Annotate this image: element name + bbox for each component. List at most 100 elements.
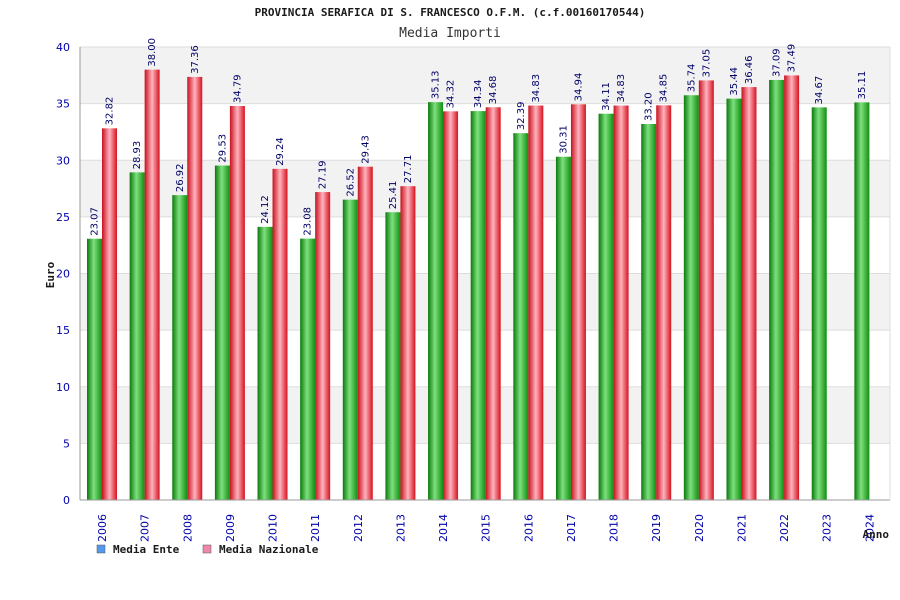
x-tick-label-2012: 2012 xyxy=(352,514,365,542)
chart-title: PROVINCIA SERAFICA DI S. FRANCESCO O.F.M… xyxy=(255,6,646,19)
bar-media-ente-2021 xyxy=(726,98,742,500)
bar-media-ente-2009 xyxy=(214,165,230,500)
x-tick-label-2018: 2018 xyxy=(608,514,621,542)
bar-media-nazionale-2017 xyxy=(570,104,586,500)
data-label-media-ente-2024: 35.11 xyxy=(857,71,868,100)
data-label-media-ente-2013: 25.41 xyxy=(388,181,399,210)
y-tick-label: 5 xyxy=(63,437,70,450)
bar-media-ente-2020 xyxy=(683,95,699,500)
bar-media-ente-2022 xyxy=(769,79,785,500)
data-label-media-nazionale-2018: 34.83 xyxy=(616,74,627,103)
data-label-media-ente-2018: 34.11 xyxy=(601,82,612,111)
y-tick-label: 0 xyxy=(63,494,70,507)
bar-media-nazionale-2014 xyxy=(443,111,459,501)
y-tick-label: 35 xyxy=(56,98,70,111)
legend: Media Ente Media Nazionale xyxy=(96,543,319,556)
bar-media-nazionale-2022 xyxy=(784,75,800,500)
x-tick-label-2006: 2006 xyxy=(96,514,109,542)
y-tick-label: 20 xyxy=(56,268,70,281)
x-tick-label-2007: 2007 xyxy=(139,514,152,542)
y-axis-label: Euro xyxy=(44,261,57,288)
data-label-media-nazionale-2008: 37.36 xyxy=(190,45,201,74)
data-label-media-nazionale-2017: 34.94 xyxy=(573,73,584,102)
y-tick-label: 25 xyxy=(56,211,70,224)
bar-media-nazionale-2011 xyxy=(315,192,331,501)
bar-media-ente-2019 xyxy=(641,124,657,500)
bar-media-nazionale-2016 xyxy=(528,105,544,501)
data-label-media-nazionale-2013: 27.71 xyxy=(403,155,414,184)
bar-media-ente-2024 xyxy=(854,102,870,501)
bar-media-ente-2018 xyxy=(598,113,614,500)
x-tick-label-2013: 2013 xyxy=(394,514,407,542)
data-label-media-ente-2023: 34.67 xyxy=(814,76,825,105)
legend-swatch-media-nazionale xyxy=(202,544,212,554)
bar-media-ente-2007 xyxy=(129,172,145,501)
y-tick-label: 30 xyxy=(56,154,70,167)
data-label-media-ente-2021: 35.44 xyxy=(729,67,740,96)
bar-media-ente-2017 xyxy=(555,156,571,500)
data-labels-group: 23.07 32.82 28.93 38.00 26.92 37.36 29.53 34.79… xyxy=(90,38,868,236)
data-label-media-ente-2012: 26.52 xyxy=(345,168,356,197)
bar-media-ente-2014 xyxy=(428,102,444,501)
data-label-media-nazionale-2014: 34.32 xyxy=(446,80,457,109)
x-tick-label-2022: 2022 xyxy=(778,514,791,542)
data-label-media-nazionale-2006: 32.82 xyxy=(105,97,116,126)
bar-media-nazionale-2019 xyxy=(656,105,672,500)
data-label-media-ente-2008: 26.92 xyxy=(175,163,186,192)
legend-label-media-nazionale: Media Nazionale xyxy=(219,543,319,556)
data-label-media-ente-2011: 23.08 xyxy=(303,207,314,236)
data-label-media-nazionale-2011: 27.19 xyxy=(318,160,329,189)
y-tick-label: 10 xyxy=(56,381,70,394)
data-label-media-ente-2009: 29.53 xyxy=(217,134,228,163)
bar-media-nazionale-2013 xyxy=(400,186,416,500)
chart-subtitle: Media Importi xyxy=(399,26,501,41)
bar-media-ente-2023 xyxy=(811,107,827,501)
x-tick-label-2023: 2023 xyxy=(821,514,834,542)
data-label-media-nazionale-2021: 36.46 xyxy=(744,55,755,84)
bar-media-ente-2008 xyxy=(172,195,188,501)
bar-media-nazionale-2006 xyxy=(102,128,117,500)
x-tick-label-2009: 2009 xyxy=(224,514,237,542)
x-tick-label-2019: 2019 xyxy=(650,514,663,542)
bar-media-nazionale-2021 xyxy=(741,87,757,500)
data-label-media-nazionale-2020: 37.05 xyxy=(701,49,712,78)
y-tick-label: 15 xyxy=(56,324,70,337)
data-label-media-nazionale-2007: 38.00 xyxy=(147,38,158,67)
data-label-media-nazionale-2010: 29.24 xyxy=(275,137,286,166)
bar-media-ente-2012 xyxy=(342,199,358,500)
x-tick-label-2021: 2021 xyxy=(735,514,748,542)
x-axis-label: Anno xyxy=(863,528,890,541)
bar-media-nazionale-2009 xyxy=(229,106,245,501)
data-label-media-ente-2022: 37.09 xyxy=(772,48,783,77)
data-label-media-nazionale-2015: 34.68 xyxy=(488,76,499,105)
data-label-media-ente-2020: 35.74 xyxy=(686,64,697,93)
x-tick-label-2016: 2016 xyxy=(522,514,535,542)
data-label-media-ente-2019: 33.20 xyxy=(644,92,655,121)
bar-media-nazionale-2007 xyxy=(144,69,160,501)
bar-media-ente-2010 xyxy=(257,226,273,500)
bar-media-ente-2015 xyxy=(470,111,486,501)
x-tick-label-2008: 2008 xyxy=(181,514,194,542)
bar-media-nazionale-2012 xyxy=(357,166,373,500)
y-tick-label: 40 xyxy=(56,41,70,54)
bar-media-ente-2013 xyxy=(385,212,401,500)
bar-media-ente-2011 xyxy=(300,238,316,500)
data-label-media-ente-2007: 28.93 xyxy=(132,141,143,170)
bar-media-nazionale-2015 xyxy=(485,107,501,501)
x-axis-ticks: 2006 2007 2008 2009 2010 2011 2012 2013 2014 2015… xyxy=(96,514,876,542)
data-label-media-nazionale-2012: 29.43 xyxy=(360,135,371,164)
data-label-media-nazionale-2019: 34.85 xyxy=(659,74,670,103)
bar-media-nazionale-2008 xyxy=(187,76,203,500)
data-label-media-nazionale-2016: 34.83 xyxy=(531,74,542,103)
bars-group xyxy=(87,69,870,501)
data-label-media-ente-2016: 32.39 xyxy=(516,102,527,131)
data-label-media-ente-2015: 34.34 xyxy=(473,79,484,108)
bar-media-ente-2006 xyxy=(87,238,102,501)
bar-media-ente-2016 xyxy=(513,133,529,501)
data-label-media-ente-2006: 23.07 xyxy=(90,207,101,236)
bar-media-nazionale-2018 xyxy=(613,105,629,501)
x-tick-label-2015: 2015 xyxy=(480,514,493,542)
x-tick-label-2020: 2020 xyxy=(693,514,706,542)
legend-label-media-ente: Media Ente xyxy=(113,543,180,556)
